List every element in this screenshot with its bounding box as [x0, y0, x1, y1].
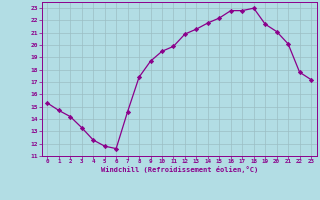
X-axis label: Windchill (Refroidissement éolien,°C): Windchill (Refroidissement éolien,°C) — [100, 166, 258, 173]
